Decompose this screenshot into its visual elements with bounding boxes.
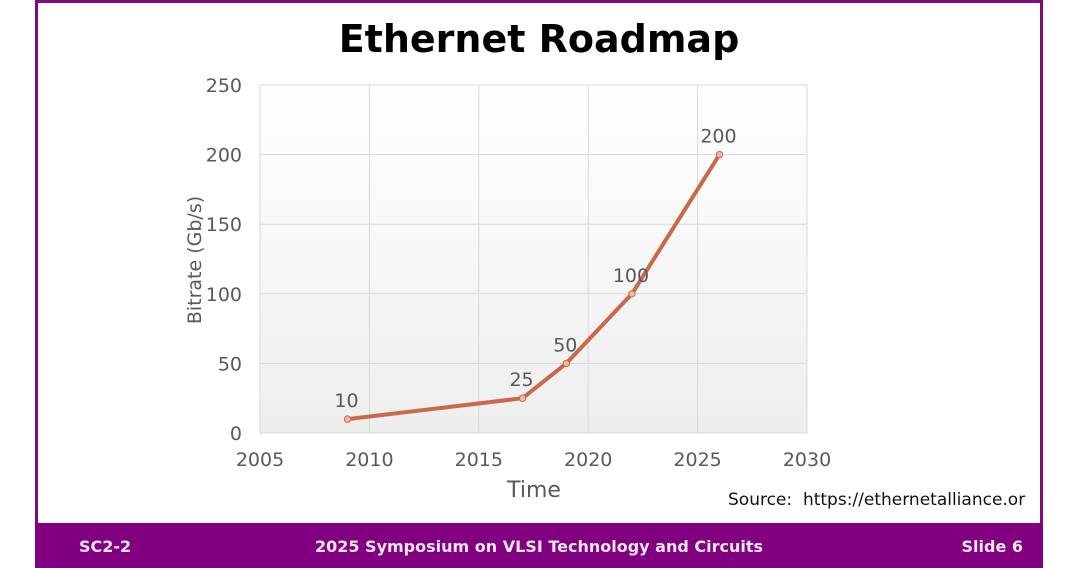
series-ethernet-bitrate: 10 25 50 100 200 xyxy=(334,126,737,423)
data-point xyxy=(715,150,724,159)
footer-bar: SC2-2 2025 Symposium on VLSI Technology … xyxy=(35,523,1043,568)
data-label: 50 xyxy=(553,334,577,356)
y-tick-label: 250 xyxy=(206,75,242,97)
x-axis-label: Time xyxy=(506,478,561,503)
data-label: 10 xyxy=(334,390,358,412)
gridlines xyxy=(259,84,808,434)
source-citation: Source: https://ethernetalliance.or xyxy=(728,490,1040,510)
y-axis-ticks: 0 50 100 150 200 250 xyxy=(206,75,242,445)
data-label: 100 xyxy=(613,265,649,287)
x-tick-label: 2020 xyxy=(564,449,612,471)
y-tick-label: 0 xyxy=(230,423,242,445)
data-label: 200 xyxy=(700,126,736,148)
source-url[interactable]: https://ethernetalliance.or xyxy=(802,490,1026,510)
data-point xyxy=(343,415,352,423)
x-tick-label: 2025 xyxy=(673,449,721,471)
x-tick-label: 2010 xyxy=(345,449,393,471)
data-point xyxy=(562,359,571,368)
x-axis-ticks: 2005 2010 2015 2020 2025 2030 xyxy=(236,449,831,471)
y-tick-label: 200 xyxy=(206,145,242,167)
x-tick-label: 2030 xyxy=(783,449,831,471)
y-axis-label: Bitrate (Gb/s) xyxy=(184,196,206,324)
footer-slide-number: Slide 6 xyxy=(961,537,1024,556)
data-label: 25 xyxy=(509,369,533,391)
source-label: Source: xyxy=(728,490,793,510)
data-point xyxy=(518,394,527,402)
slide-title: Ethernet Roadmap xyxy=(338,17,740,61)
y-tick-label: 100 xyxy=(206,284,242,306)
x-tick-label: 2015 xyxy=(455,449,503,471)
y-tick-label: 150 xyxy=(206,214,242,236)
x-tick-label: 2005 xyxy=(236,449,284,471)
y-tick-label: 50 xyxy=(218,353,242,375)
footer-conference-name: 2025 Symposium on VLSI Technology and Ci… xyxy=(314,537,764,556)
footer-session-code: SC2-2 xyxy=(79,537,132,556)
data-point xyxy=(628,290,636,298)
